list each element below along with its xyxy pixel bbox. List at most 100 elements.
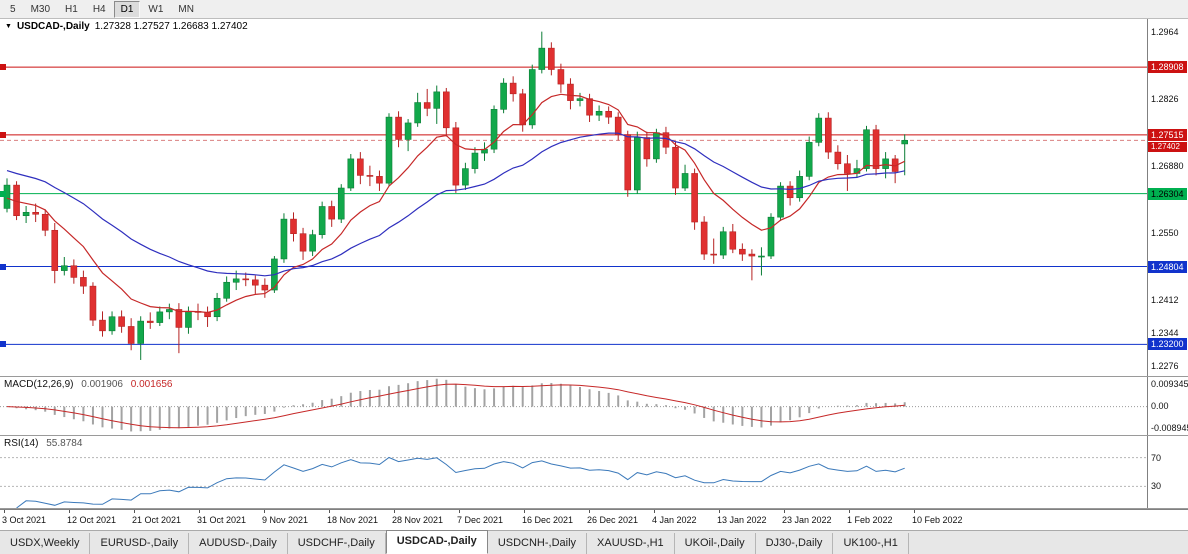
price-chart-canvas[interactable]	[0, 19, 1147, 376]
hline-handle[interactable]	[0, 131, 6, 138]
macd-canvas[interactable]	[0, 377, 1147, 435]
date-label: 21 Oct 2021	[132, 515, 182, 525]
rsi-tick: 70	[1151, 452, 1162, 463]
rsi-canvas[interactable]	[0, 436, 1147, 508]
price-tick: 1.2964	[1151, 26, 1179, 37]
panel-separator[interactable]	[0, 376, 1188, 377]
hline-handle[interactable]	[0, 64, 6, 71]
price-tick: 1.2412	[1151, 294, 1179, 305]
date-label: 7 Dec 2021	[457, 515, 504, 525]
macd-value-signal: 0.001656	[130, 379, 173, 390]
period-button-m30[interactable]: M30	[30, 3, 51, 15]
date-label: 3 Oct 2021	[2, 515, 47, 525]
date-label: 26 Dec 2021	[587, 515, 639, 525]
main-chart-panel: ▼ USDCAD-,Daily 1.27328 1.27527 1.26683 …	[0, 19, 1188, 376]
rsi-label: RSI(14) 55.8784	[4, 438, 83, 449]
date-label: 10 Feb 2022	[912, 515, 963, 525]
period-button-5[interactable]: 5	[10, 3, 16, 15]
period-button-h4[interactable]: H4	[92, 3, 106, 15]
rsi-panel: RSI(14) 55.8784 70 30	[0, 436, 1188, 508]
symbol-tab-usdchf-daily[interactable]: USDCHF-,Daily	[288, 533, 386, 554]
macd-tick: -0.008945	[1151, 423, 1188, 433]
date-label: 23 Jan 2022	[782, 515, 832, 525]
symbol-tab-dj30-daily[interactable]: DJ30-,Daily	[756, 533, 834, 554]
chart-symbol-label: USDCAD-,Daily	[16, 21, 90, 32]
symbol-tab-eurusd-daily[interactable]: EURUSD-,Daily	[90, 533, 190, 554]
period-button-mn[interactable]: MN	[178, 3, 194, 15]
rsi-value: 55.8784	[46, 438, 83, 449]
price-line-badge: 1.24804	[1148, 260, 1187, 273]
timeframe-toolbar: 5 M30 H1 H4 D1 W1 MN	[0, 0, 1188, 19]
chart-window: ▼ USDCAD-,Daily 1.27328 1.27527 1.26683 …	[0, 19, 1188, 531]
date-label: 31 Oct 2021	[197, 515, 247, 525]
symbol-tab-ukoil-daily[interactable]: UKOil-,Daily	[675, 533, 756, 554]
rsi-name: RSI(14)	[4, 438, 39, 449]
chart-ohlc-values: 1.27328 1.27527 1.26683 1.27402	[94, 21, 248, 32]
price-tick: 1.26880	[1151, 160, 1184, 171]
chart-title: ▼ USDCAD-,Daily 1.27328 1.27527 1.26683 …	[3, 21, 250, 32]
current-price-badge: 1.27402	[1148, 141, 1187, 152]
price-tick: 1.2550	[1151, 227, 1179, 238]
date-label: 13 Jan 2022	[717, 515, 767, 525]
time-tick	[264, 510, 265, 513]
price-line-badge: 1.28908	[1148, 61, 1187, 74]
price-tick: 1.2344	[1151, 327, 1179, 338]
panel-separator[interactable]	[0, 435, 1188, 436]
time-tick	[394, 510, 395, 513]
time-tick	[524, 510, 525, 513]
macd-tick: 0.009345	[1151, 379, 1188, 389]
symbol-tab-audusd-daily[interactable]: AUDUSD-,Daily	[189, 533, 288, 554]
time-tick	[784, 510, 785, 513]
date-label: 4 Jan 2022	[652, 515, 697, 525]
macd-value-main: 0.001906	[81, 379, 123, 390]
rsi-plot[interactable]: RSI(14) 55.8784	[0, 436, 1147, 508]
period-button-d1[interactable]: D1	[113, 0, 141, 18]
price-line-badge: 1.27515	[1148, 128, 1187, 141]
date-label: 12 Oct 2021	[67, 515, 117, 525]
hline-handle[interactable]	[0, 190, 6, 197]
time-tick	[4, 510, 5, 513]
period-button-h1[interactable]: H1	[65, 3, 78, 15]
time-tick	[69, 510, 70, 513]
symbol-tab-xauusd-h1[interactable]: XAUUSD-,H1	[587, 533, 675, 554]
symbol-tab-bar: USDX,Weekly EURUSD-,Daily AUDUSD-,Daily USD…	[0, 530, 1188, 554]
time-tick	[589, 510, 590, 513]
time-tick	[199, 510, 200, 513]
price-line-badge: 1.26304	[1148, 187, 1187, 200]
macd-axis[interactable]: 0.009345 0.00 -0.008945	[1147, 377, 1188, 435]
macd-panel: MACD(12,26,9) 0.001906 0.001656 0.009345…	[0, 377, 1188, 435]
rsi-axis[interactable]: 70 30	[1147, 436, 1187, 508]
time-tick	[459, 510, 460, 513]
chart-dropdown-icon[interactable]: ▼	[5, 22, 12, 30]
time-tick	[914, 510, 915, 513]
rsi-tick: 30	[1151, 481, 1162, 492]
price-axis[interactable]: 1.2964 1.2826 1.26880 1.2550 1.2412 1.2344 1.2…	[1147, 19, 1187, 376]
price-tick: 1.2276	[1151, 360, 1179, 371]
time-tick	[719, 510, 720, 513]
time-tick	[654, 510, 655, 513]
symbol-tab-usdcnh-daily[interactable]: USDCNH-,Daily	[488, 533, 588, 554]
macd-name: MACD(12,26,9)	[4, 379, 74, 390]
price-line-badge: 1.23200	[1148, 338, 1187, 351]
time-tick	[849, 510, 850, 513]
time-axis[interactable]: 3 Oct 2021 12 Oct 2021 21 Oct 2021 31 Oct 2…	[0, 509, 1188, 531]
hline-handle[interactable]	[0, 263, 6, 270]
panel-separator[interactable]	[0, 508, 1188, 509]
symbol-tab-uk100-h1[interactable]: UK100-,H1	[833, 533, 909, 554]
macd-plot[interactable]: MACD(12,26,9) 0.001906 0.001656	[0, 377, 1147, 435]
macd-tick: 0.00	[1151, 400, 1169, 411]
period-button-w1[interactable]: W1	[148, 3, 164, 15]
price-chart-plot[interactable]: ▼ USDCAD-,Daily 1.27328 1.27527 1.26683 …	[0, 19, 1147, 376]
symbol-tab-usdcad-daily[interactable]: USDCAD-,Daily	[385, 530, 488, 554]
macd-label: MACD(12,26,9) 0.001906 0.001656	[4, 379, 173, 390]
price-tick: 1.2826	[1151, 93, 1179, 104]
date-label: 9 Nov 2021	[262, 515, 309, 525]
date-label: 28 Nov 2021	[392, 515, 444, 525]
symbol-tab-usdx-weekly[interactable]: USDX,Weekly	[0, 533, 91, 554]
time-tick	[134, 510, 135, 513]
hline-handle[interactable]	[0, 341, 6, 348]
time-tick	[329, 510, 330, 513]
date-label: 18 Nov 2021	[327, 515, 379, 525]
date-label: 1 Feb 2022	[847, 515, 893, 525]
